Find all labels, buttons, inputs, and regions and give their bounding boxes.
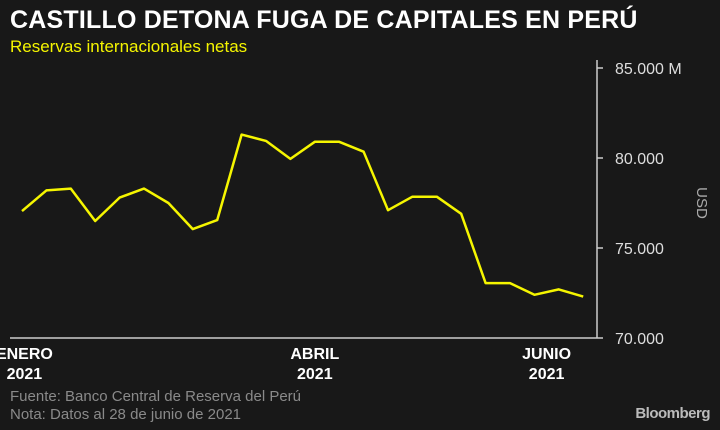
y-tick-label: 85.000 M	[615, 61, 682, 78]
x-tick-year: 2021	[297, 366, 333, 383]
y-axis-label: USD	[693, 187, 710, 219]
chart-title: CASTILLO DETONA FUGA DE CAPITALES EN PER…	[10, 6, 638, 34]
series-line	[21, 133, 584, 298]
y-tick-label: 75.000	[615, 241, 664, 258]
y-tick-label: 70.000	[615, 331, 664, 348]
y-tick-label: 80.000	[615, 151, 664, 168]
chart-subtitle: Reservas internacionales netas	[10, 37, 248, 56]
bloomberg-logo: Bloomberg	[635, 405, 710, 422]
x-tick-label: ENERO	[0, 346, 53, 363]
x-tick-year: 2021	[529, 366, 565, 383]
x-tick-label: JUNIO	[522, 346, 571, 363]
source-text: Fuente: Banco Central de Reserva del Per…	[10, 388, 301, 405]
note-text: Nota: Datos al 28 de junio de 2021	[10, 406, 241, 423]
x-tick-label: ABRIL	[290, 346, 339, 363]
x-tick-year: 2021	[7, 366, 43, 383]
